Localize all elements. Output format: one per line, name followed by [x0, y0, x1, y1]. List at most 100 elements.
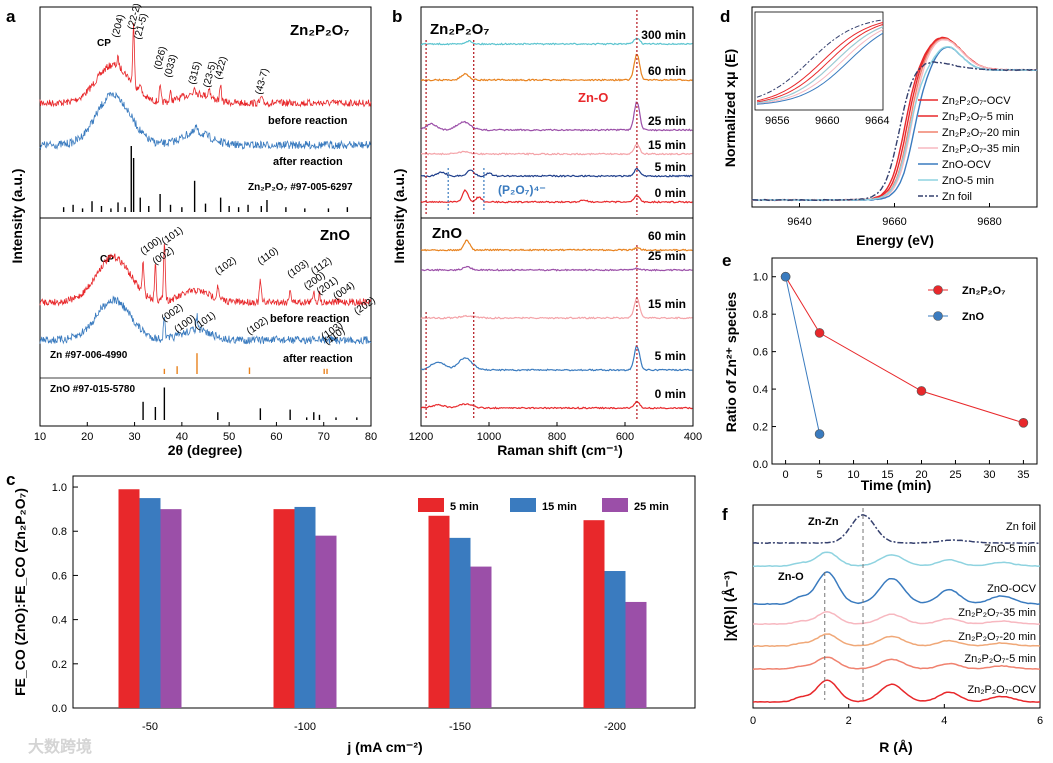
- xrd-xtick-label: 50: [223, 431, 235, 443]
- exafs-label: Zn₂P₂O₇-OCV: [967, 684, 1036, 696]
- xanes-inset-curve-5: [756, 26, 884, 104]
- fe-bar: [428, 515, 450, 708]
- xanes-inset-curve-0: [756, 22, 884, 102]
- xanes-xtick-label: 9640: [787, 216, 811, 228]
- raman-bottom-label: 0 min: [655, 387, 686, 401]
- xanes-legend-label: Zn foil: [942, 191, 972, 203]
- panel-a-ref-top: Zn₂P₂O₇ #97-005-6297: [248, 182, 353, 193]
- ratio-legend-marker: [933, 311, 943, 321]
- xrd-peak-label-top: (315): [187, 60, 204, 85]
- exafs-curve-2: [752, 571, 1041, 605]
- fe-ytick-label: 0.2: [52, 659, 67, 671]
- fe-ytick-label: 1.0: [52, 482, 67, 494]
- xrd-xtick-label: 80: [365, 431, 377, 443]
- raman-top-label: 15 min: [648, 138, 686, 152]
- xrd-peak-label-bottom: (110): [256, 245, 281, 267]
- xrd-xtick-label: 30: [128, 431, 140, 443]
- xanes-legend-label: Zn₂P₂O₇-OCV: [942, 95, 1011, 107]
- xanes-inset-curve-4: [756, 32, 884, 105]
- ratio-point: [814, 328, 825, 338]
- raman-bottom-1: [420, 265, 693, 272]
- raman-bottom-2: [420, 297, 693, 320]
- xrd-peak-label-zn: (102): [245, 315, 270, 337]
- fe-bar: [315, 535, 337, 708]
- fe-ytick-label: 0.6: [52, 570, 67, 582]
- ratio-line-0: [785, 276, 1024, 424]
- raman-top-3: [420, 142, 693, 156]
- raman-xtick-label: 400: [684, 431, 702, 443]
- exafs-label: Zn₂P₂O₇-35 min: [958, 607, 1036, 619]
- xrd-peak-label-top: (422): [213, 55, 230, 80]
- xanes-legend-label: ZnO-5 min: [942, 175, 994, 187]
- xrd-peak-label-bottom: (102): [213, 255, 238, 277]
- ratio-legend-label: Zn₂P₂O₇: [962, 285, 1006, 297]
- fe-bar: [449, 537, 471, 708]
- watermark: 大数跨境: [28, 737, 92, 756]
- panel-a-cp-top: CP: [97, 38, 111, 49]
- panel-letter-e: e: [722, 251, 731, 270]
- ratio-xtick-label: 10: [847, 469, 859, 481]
- exafs-curve-0: [752, 514, 1040, 544]
- panel-e-xlabel: Time (min): [861, 477, 932, 493]
- panel-a-after-top: after reaction: [273, 156, 343, 168]
- panel-a-xlabel: 2θ (degree): [168, 442, 242, 458]
- panel-letter-c: c: [6, 470, 15, 489]
- raman-top-label: 300 min: [641, 28, 686, 42]
- xrd-zno-before: [39, 243, 372, 307]
- raman-bottom-label: 5 min: [655, 349, 686, 363]
- panel-a-before-bottom: before reaction: [270, 313, 350, 325]
- raman-bottom-label: 25 min: [648, 249, 686, 263]
- fe-legend-label: 5 min: [450, 501, 479, 513]
- panel-c-ylabel: FE_CO (ZnO):FE_CO (Zn₂P₂O₇): [12, 488, 28, 696]
- ratio-xtick-label: 20: [915, 469, 927, 481]
- fe-legend-label: 25 min: [634, 501, 669, 513]
- panel-d-ylabel: Normalized xμ (E): [722, 49, 738, 167]
- raman-xtick-label: 800: [548, 431, 566, 443]
- raman-xtick-label: 1200: [409, 431, 433, 443]
- fe-legend-swatch: [602, 498, 628, 512]
- panel-e-ratio: Time (min) Ratio of Zn²⁺ species 0 5 10 15 2…: [723, 257, 1038, 493]
- fe-ytick-label: 0.8: [52, 526, 67, 538]
- raman-xtick-label: 600: [616, 431, 634, 443]
- xrd-peak-label-top: (43-7): [254, 67, 272, 96]
- panel-c-xlabel: j (mA cm⁻²): [346, 739, 422, 755]
- panel-f-xlabel: R (Å): [879, 739, 912, 755]
- fe-legend-label: 15 min: [542, 501, 577, 513]
- ratio-ytick-label: 0.6: [753, 347, 768, 359]
- xrd-peak-label-bottom: (103): [286, 258, 311, 280]
- panel-letter-d: d: [720, 7, 730, 26]
- xanes-inset-xtick-label: 9656: [765, 115, 789, 127]
- raman-xtick-label: 1000: [477, 431, 501, 443]
- fe-category-label: -100: [294, 721, 316, 733]
- panel-d-xlabel: Energy (eV): [856, 232, 934, 248]
- exafs-curve-1: [753, 551, 1041, 568]
- xanes-legend-label: Zn₂P₂O₇-35 min: [942, 143, 1020, 155]
- ratio-ytick-label: 0.2: [753, 422, 768, 434]
- fe-bar: [604, 571, 626, 708]
- panel-a-title-top: Zn₂P₂O₇: [290, 22, 349, 39]
- panel-letter-b: b: [392, 7, 402, 26]
- xanes-inset-xtick-label: 9660: [815, 115, 839, 127]
- fe-bar: [625, 601, 647, 708]
- xrd-peak-label-zn: (101): [192, 310, 217, 332]
- ratio-point: [1018, 417, 1029, 428]
- xrd-xtick-label: 40: [176, 431, 188, 443]
- fe-category-label: -150: [449, 721, 471, 733]
- ratio-point: [780, 271, 791, 282]
- ratio-ytick-label: 0.0: [753, 459, 768, 471]
- xrd-zn2p2o7-after: [39, 91, 371, 151]
- fe-bar: [294, 506, 316, 708]
- panel-a-ref-zno: ZnO #97-015-5780: [50, 384, 135, 395]
- raman-top-label: 25 min: [648, 114, 686, 128]
- fe-ytick-label: 0.4: [52, 615, 67, 627]
- ratio-ytick-label: 0.4: [753, 384, 768, 396]
- ratio-xtick-label: 5: [817, 469, 823, 481]
- fe-bar: [470, 566, 492, 708]
- exafs-curve-4: [752, 633, 1041, 647]
- exafs-label: Zn₂P₂O₇-20 min: [958, 631, 1036, 643]
- fe-bar: [583, 520, 605, 708]
- raman-top-4: [420, 167, 693, 178]
- xanes-legend-label: ZnO-OCV: [942, 159, 992, 171]
- panel-letter-a: a: [6, 7, 16, 26]
